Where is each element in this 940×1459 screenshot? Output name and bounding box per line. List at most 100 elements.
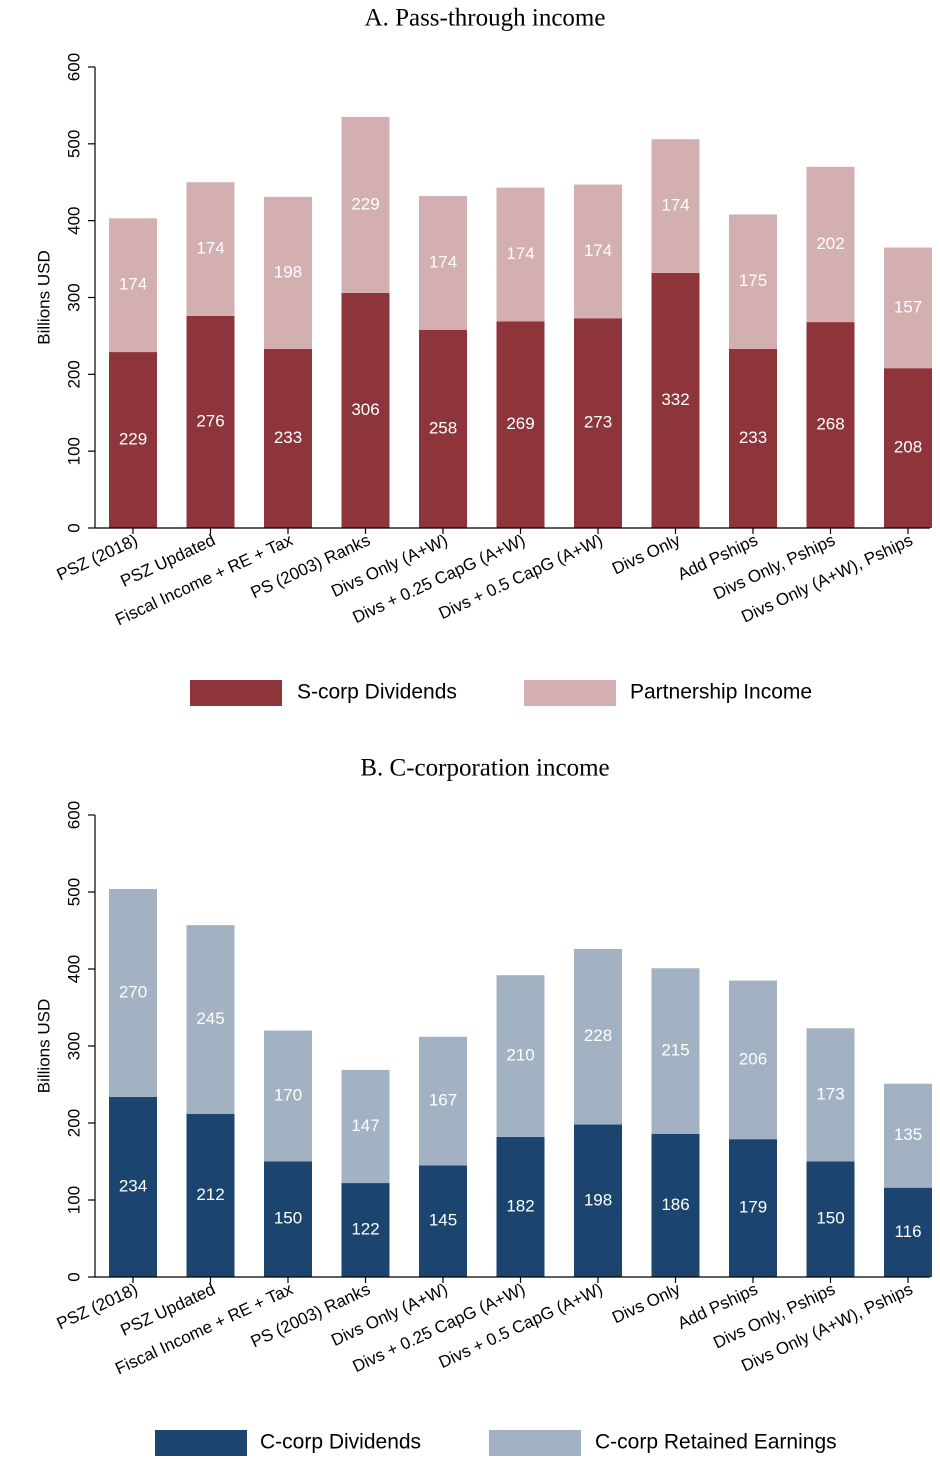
legend-swatch <box>524 680 616 706</box>
value-label: 229 <box>119 430 147 449</box>
y-tick-label: 100 <box>64 437 83 465</box>
value-label: 179 <box>739 1198 767 1217</box>
bar-segment <box>574 948 622 1125</box>
bar-segment <box>496 1136 545 1277</box>
bar-segment <box>806 1161 855 1277</box>
bar-segment <box>186 182 235 316</box>
bar-segment <box>341 1069 390 1184</box>
value-label: 202 <box>816 234 844 253</box>
x-tick-label: Divs Only <box>609 1279 683 1327</box>
value-label: 116 <box>894 1222 921 1241</box>
bar-segment <box>806 322 855 528</box>
bar-segment <box>651 272 700 528</box>
value-label: 245 <box>196 1009 224 1028</box>
bar-segment <box>806 166 855 323</box>
bar-segment <box>341 1183 390 1277</box>
bar-segment <box>651 968 700 1134</box>
bar-segment <box>109 352 157 528</box>
value-label: 228 <box>584 1026 612 1045</box>
value-label: 332 <box>661 390 689 409</box>
bar-segment <box>419 329 467 528</box>
bar-segment <box>496 321 545 528</box>
value-label: 215 <box>661 1040 689 1059</box>
value-label: 147 <box>351 1116 379 1135</box>
value-label: 229 <box>351 194 379 213</box>
value-label: 268 <box>816 415 844 434</box>
bar-segment <box>496 187 545 322</box>
value-label: 234 <box>119 1176 147 1195</box>
legend-swatch <box>489 1430 581 1456</box>
bar-segment <box>884 1083 932 1188</box>
value-label: 150 <box>816 1209 844 1228</box>
value-label: 167 <box>429 1091 457 1110</box>
value-label: 174 <box>429 252 457 271</box>
value-label: 269 <box>506 414 534 433</box>
bar-segment <box>109 888 157 1097</box>
value-label: 174 <box>506 244 534 263</box>
value-label: 198 <box>584 1190 612 1209</box>
value-label: 170 <box>274 1086 302 1105</box>
y-axis-label: Billions USD <box>34 999 53 1093</box>
y-tick-label: 200 <box>64 360 83 388</box>
value-label: 273 <box>584 413 612 432</box>
bar-segment <box>341 292 390 528</box>
value-label: 174 <box>196 239 224 258</box>
bar-segment <box>341 116 390 293</box>
y-tick-label: 400 <box>64 955 83 983</box>
value-label: 122 <box>351 1220 379 1239</box>
bar-segment <box>186 925 235 1114</box>
y-tick-label: 500 <box>64 130 83 158</box>
value-label: 182 <box>506 1196 534 1215</box>
value-label: 206 <box>739 1049 767 1068</box>
y-tick-label: 500 <box>64 878 83 906</box>
bar-segment <box>264 1030 312 1162</box>
bar-segment <box>264 348 312 528</box>
bar-segment <box>729 980 777 1140</box>
legend-swatch <box>190 680 282 706</box>
bar-segment <box>651 139 700 273</box>
chart-title: B. C-corporation income <box>360 755 609 782</box>
bar-segment <box>109 218 157 353</box>
bar-segment <box>264 196 312 349</box>
bar-segment <box>419 1036 467 1166</box>
bar-segment <box>729 1139 777 1277</box>
value-label: 210 <box>506 1045 534 1064</box>
bar-segment <box>729 214 777 349</box>
y-tick-label: 300 <box>64 1032 83 1060</box>
bar-segment <box>419 1165 467 1277</box>
chart-title: A. Pass-through income <box>365 5 606 32</box>
bar-segment <box>574 1124 622 1277</box>
bar-segment <box>186 315 235 528</box>
value-label: 175 <box>739 271 767 290</box>
value-label: 258 <box>429 418 457 437</box>
value-label: 276 <box>196 411 224 430</box>
bar-segment <box>574 184 622 319</box>
value-label: 270 <box>119 982 147 1001</box>
value-label: 306 <box>351 400 379 419</box>
y-tick-label: 300 <box>64 283 83 311</box>
value-label: 208 <box>894 438 922 457</box>
x-tick-label: Divs Only <box>609 530 683 578</box>
legend-swatch <box>155 1430 247 1456</box>
bar-segment <box>186 1113 235 1277</box>
y-tick-label: 0 <box>64 523 83 532</box>
value-label: 186 <box>661 1195 689 1214</box>
value-label: 198 <box>274 262 302 281</box>
value-label: 233 <box>739 428 767 447</box>
value-label: 174 <box>661 196 689 215</box>
bar-segment <box>884 1187 932 1277</box>
value-label: 174 <box>584 241 612 260</box>
legend-label: C-corp Retained Earnings <box>595 1431 837 1454</box>
y-tick-label: 400 <box>64 206 83 234</box>
value-label: 157 <box>894 297 922 316</box>
legend-label: C-corp Dividends <box>260 1431 421 1454</box>
value-label: 145 <box>429 1211 457 1230</box>
y-tick-label: 0 <box>64 1272 83 1281</box>
bar-segment <box>651 1133 700 1277</box>
bar-segment <box>884 368 932 528</box>
value-label: 150 <box>274 1209 302 1228</box>
bar-segment <box>729 348 777 528</box>
bar-segment <box>806 1028 855 1162</box>
